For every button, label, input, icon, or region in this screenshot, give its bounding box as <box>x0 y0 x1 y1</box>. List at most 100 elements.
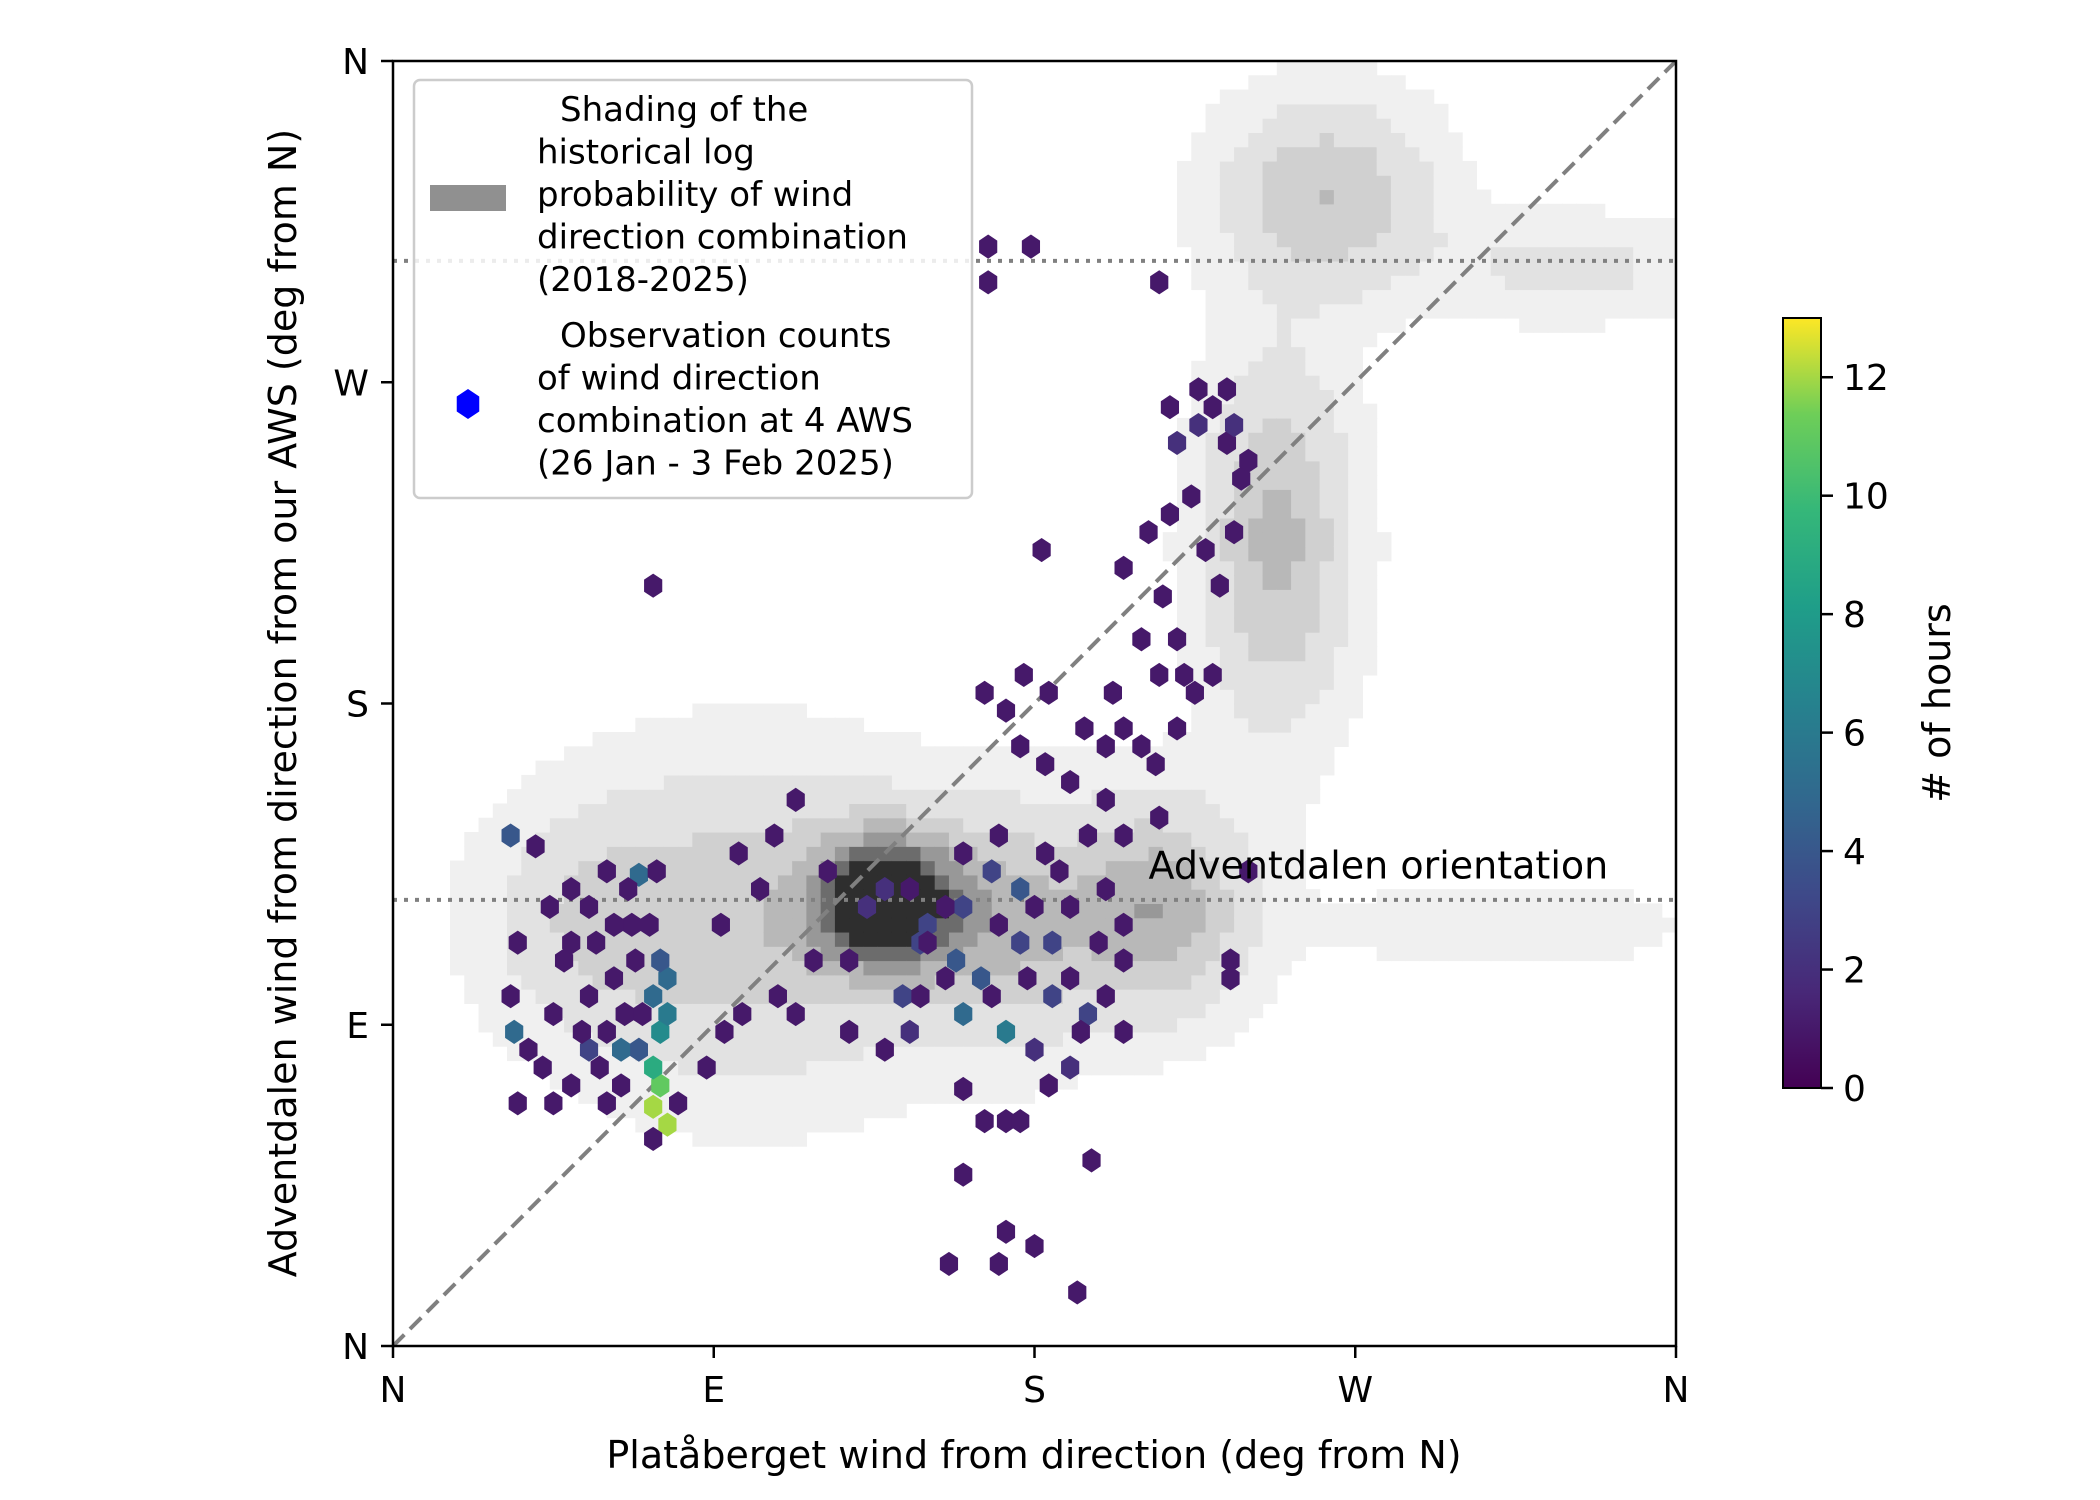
contour-cell <box>1177 960 1192 976</box>
contour-cell <box>1177 789 1192 805</box>
contour-cell <box>1020 817 1036 833</box>
hexbin-cell <box>615 1001 634 1027</box>
contour-cell <box>578 846 594 862</box>
contour-cell <box>606 732 622 747</box>
contour-cell <box>948 917 964 933</box>
hexbin-cell <box>1217 377 1237 402</box>
contour-cell <box>1177 589 1192 605</box>
contour-cell <box>1547 917 1563 933</box>
contour-cell <box>1276 103 1292 119</box>
contour-cell <box>863 989 879 1004</box>
contour-cell <box>1462 946 1478 962</box>
contour-cell <box>1348 546 1363 562</box>
hexbin-cell <box>1078 1001 1098 1027</box>
contour-cell <box>478 846 494 862</box>
contour-cell <box>1262 189 1278 205</box>
contour-cell <box>1276 674 1292 690</box>
contour-cell <box>863 774 879 790</box>
hexbin-cell <box>554 948 574 973</box>
hexbin-cell <box>1217 430 1237 456</box>
contour-cell <box>849 917 865 933</box>
hexbin-cell <box>501 823 520 848</box>
hexbin-cell <box>651 948 670 973</box>
contour-cell <box>1333 931 1349 947</box>
contour-cell <box>635 832 651 847</box>
contour-cell <box>1120 974 1135 990</box>
contour-cell <box>1276 460 1292 476</box>
contour-cell <box>1405 260 1420 276</box>
contour-cell <box>877 1074 893 1090</box>
contour-cell <box>1376 232 1392 248</box>
contour-cell <box>1319 75 1335 91</box>
contour-cell <box>1248 160 1264 176</box>
contour-cell <box>1205 832 1221 847</box>
contour-cell <box>521 989 537 1004</box>
contour-cell <box>1376 175 1392 191</box>
contour-cell <box>1219 632 1235 647</box>
contour-cell <box>1276 61 1292 76</box>
contour-cell <box>692 1089 708 1104</box>
contour-cell <box>1319 503 1335 519</box>
hexbin-cell <box>918 930 937 955</box>
contour-cell <box>1234 289 1249 305</box>
contour-cell <box>1333 260 1349 276</box>
contour-cell <box>1561 931 1577 947</box>
contour-cell <box>1177 203 1192 219</box>
contour-cell <box>1561 203 1577 219</box>
contour-cell <box>749 817 765 833</box>
contour-cell <box>1205 489 1221 505</box>
contour-cell <box>1276 760 1292 776</box>
contour-cell <box>1319 160 1335 176</box>
contour-cell <box>834 803 850 819</box>
contour-cell <box>1234 889 1249 904</box>
contour-cell <box>763 1074 779 1090</box>
contour-cell <box>492 860 508 876</box>
hexbin-cell <box>1011 734 1030 759</box>
contour-cell <box>1162 1017 1178 1033</box>
contour-cell <box>1191 774 1207 790</box>
contour-cell <box>1248 917 1264 933</box>
contour-cell <box>1490 931 1506 947</box>
contour-cell <box>492 974 508 990</box>
contour-cell <box>1504 246 1520 262</box>
contour-cell <box>735 803 750 819</box>
hexbin-cell <box>1150 270 1169 295</box>
contour-cell <box>735 717 750 733</box>
contour-cell <box>1248 889 1264 904</box>
contour-cell <box>891 931 907 947</box>
contour-cell <box>1419 175 1435 191</box>
contour-cell <box>1390 275 1406 291</box>
contour-cell <box>1533 931 1549 947</box>
contour-cell <box>1191 460 1207 476</box>
contour-cell <box>1291 260 1306 276</box>
contour-cell <box>1276 860 1292 876</box>
contour-cell <box>1219 303 1235 319</box>
contour-cell <box>749 760 765 776</box>
contour-cell <box>1291 146 1306 162</box>
contour-cell <box>1291 546 1306 562</box>
contour-cell <box>1319 275 1335 291</box>
hexbin-cell <box>1114 948 1133 973</box>
contour-cell <box>1205 246 1221 262</box>
contour-cell <box>763 746 779 762</box>
hexbin-cell <box>1114 1019 1133 1044</box>
contour-cell <box>849 732 865 747</box>
contour-cell <box>763 774 779 790</box>
contour-cell <box>1063 760 1078 776</box>
hexbin-cell <box>1089 930 1108 955</box>
contour-cell <box>1219 931 1235 947</box>
contour-cell <box>1248 118 1264 133</box>
contour-cell <box>1490 203 1506 219</box>
contour-cell <box>877 1003 893 1019</box>
contour-cell <box>1077 860 1093 876</box>
contour-cell <box>1348 75 1363 91</box>
contour-cell <box>1419 218 1435 233</box>
contour-cell <box>991 946 1007 962</box>
contour-cell <box>1405 203 1420 219</box>
contour-cell <box>1319 118 1335 133</box>
contour-cell <box>1234 503 1249 519</box>
contour-cell <box>692 717 708 733</box>
contour-cell <box>934 1003 950 1019</box>
contour-cell <box>720 817 736 833</box>
contour-cell <box>763 1031 779 1047</box>
